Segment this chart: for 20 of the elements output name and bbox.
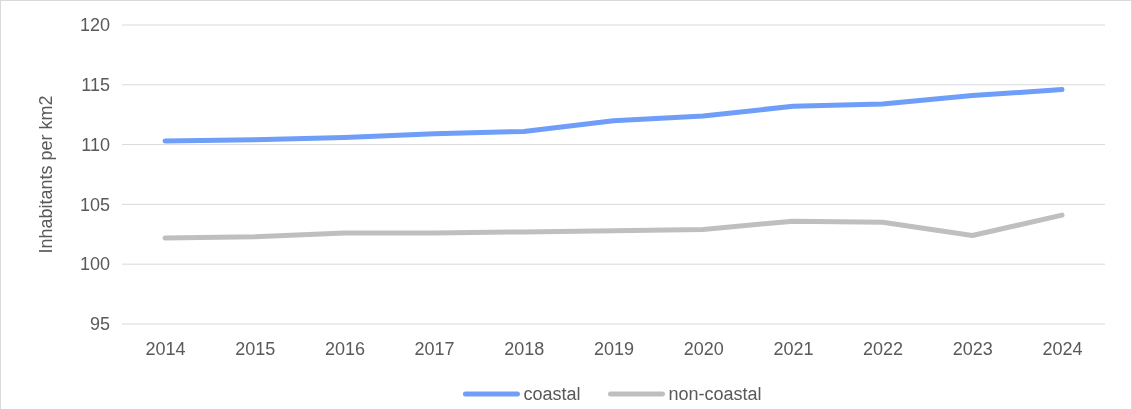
x-tick-label: 2018 bbox=[504, 338, 545, 359]
x-tick-label: 2016 bbox=[324, 338, 365, 359]
y-tick-label: 95 bbox=[89, 314, 110, 335]
y-tick-label: 105 bbox=[79, 194, 110, 215]
y-tick-label: 110 bbox=[81, 134, 110, 155]
legend-label: coastal bbox=[523, 384, 581, 404]
y-axis-title: Inhabitants per km2 bbox=[36, 95, 56, 254]
x-tick-label: 2024 bbox=[1042, 338, 1083, 359]
x-tick-label: 2014 bbox=[145, 338, 186, 359]
y-tick-label: 120 bbox=[79, 15, 110, 36]
x-tick-label: 2021 bbox=[773, 338, 814, 359]
x-tick-label: 2017 bbox=[414, 338, 455, 359]
x-tick-label: 2023 bbox=[952, 338, 993, 359]
x-tick-label: 2022 bbox=[863, 338, 904, 359]
y-tick-label: 100 bbox=[79, 254, 110, 275]
y-tick-label: 115 bbox=[81, 75, 110, 96]
legend-label: non-coastal bbox=[668, 384, 762, 404]
x-tick-label: 2019 bbox=[593, 338, 635, 359]
x-tick-label: 2020 bbox=[683, 338, 724, 359]
x-tick-label: 2015 bbox=[235, 338, 276, 359]
